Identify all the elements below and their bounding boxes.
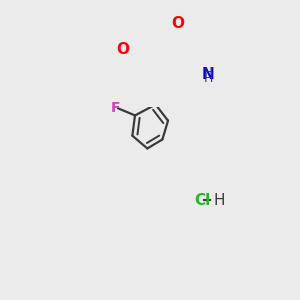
Text: F: F bbox=[111, 101, 120, 115]
Text: Cl: Cl bbox=[194, 193, 210, 208]
Text: N: N bbox=[202, 68, 215, 82]
Text: H: H bbox=[213, 193, 225, 208]
Text: O: O bbox=[172, 16, 185, 31]
Text: H: H bbox=[204, 66, 213, 79]
Text: H: H bbox=[204, 72, 213, 86]
Text: O: O bbox=[116, 42, 129, 57]
